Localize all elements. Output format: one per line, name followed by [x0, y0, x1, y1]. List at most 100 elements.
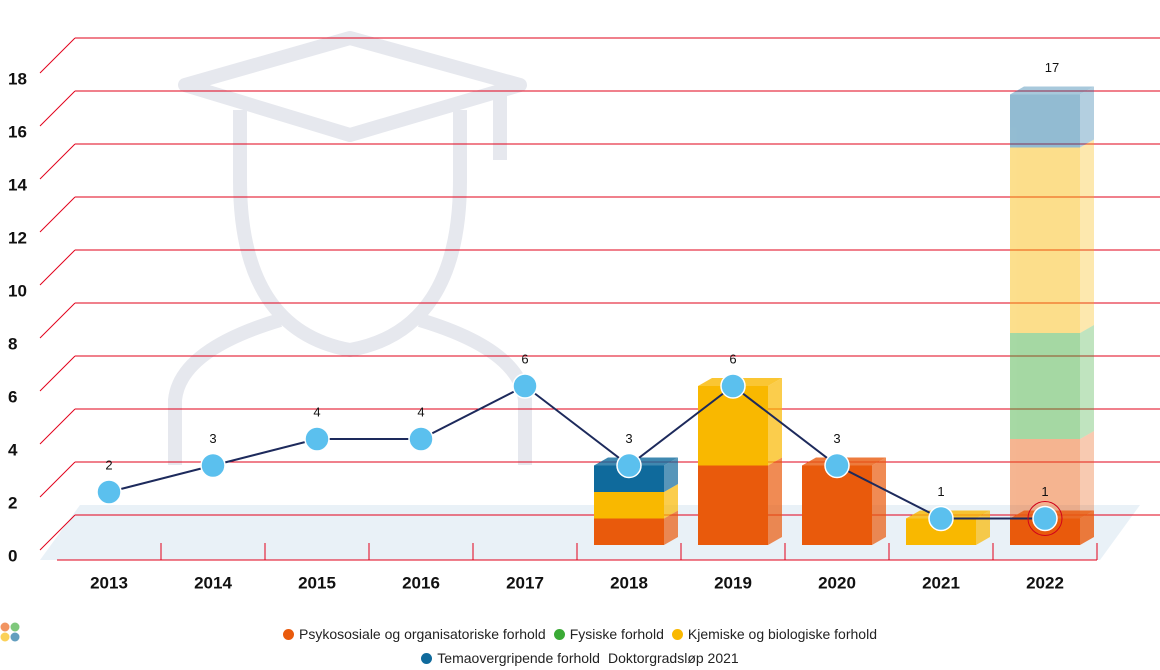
- value-label: 2: [105, 457, 112, 472]
- bar-side: [872, 457, 886, 545]
- bar: [594, 484, 678, 519]
- bar-side: [768, 457, 782, 545]
- total-label: 17: [1045, 60, 1059, 75]
- legend-item: Temaovergripende forhold: [421, 650, 600, 666]
- legend-icon-dot: [10, 622, 20, 632]
- y-tick-label: 12: [8, 228, 27, 247]
- legend-label: Psykososiale og organisatoriske forhold: [299, 626, 546, 642]
- value-label: 4: [417, 404, 424, 419]
- x-tick-label: 2015: [298, 573, 336, 592]
- grid-line-depth: [39, 461, 76, 498]
- highlight-ring: [1027, 501, 1063, 536]
- legend-row: Psykososiale og organisatoriske forhold F…: [0, 622, 1160, 646]
- bar-side: [768, 378, 782, 466]
- value-label: 4: [313, 404, 320, 419]
- bar: [698, 457, 782, 545]
- legend: Psykososiale og organisatoriske forhold F…: [0, 622, 1160, 670]
- legend-icon-dot: [10, 632, 20, 642]
- value-label: 1: [937, 484, 944, 499]
- value-label: 6: [729, 351, 736, 366]
- line-marker: [720, 373, 746, 399]
- y-tick-label: 6: [8, 387, 17, 406]
- line-marker: [408, 426, 434, 452]
- y-tick-label: 8: [8, 334, 17, 353]
- legend-swatch: [421, 652, 433, 664]
- x-tick-label: 2016: [402, 573, 440, 592]
- x-tick-label: 2020: [818, 573, 856, 592]
- y-tick-label: 2: [8, 493, 17, 512]
- bar-side: [664, 484, 678, 519]
- grid-line-depth: [39, 249, 76, 286]
- legend-swatch: [553, 628, 565, 640]
- legend-label: Kjemiske og biologiske forhold: [687, 626, 877, 642]
- grid-line-depth: [39, 302, 76, 339]
- legend-item: Psykososiale og organisatoriske forhold: [283, 626, 546, 642]
- x-tick-label: 2019: [714, 573, 752, 592]
- grid-line-depth: [39, 196, 76, 233]
- line-marker: [200, 452, 226, 479]
- shoulders-icon: [168, 313, 532, 465]
- legend-icon-dot: [0, 632, 10, 642]
- cap-icon: [178, 31, 527, 142]
- bar-front: [594, 518, 664, 545]
- x-tick-label: 2021: [922, 573, 960, 592]
- background-cap: [168, 31, 532, 465]
- y-tick-label: 16: [8, 122, 27, 141]
- legend-row: Temaovergripende forhold Doktorgradsløp 2…: [0, 622, 1160, 670]
- value-label: 6: [521, 351, 528, 366]
- value-label: 3: [209, 431, 216, 446]
- y-tick-label: 14: [8, 175, 27, 194]
- x-tick-label: 2017: [506, 573, 544, 592]
- legend-item: Doktorgradsløp 2021: [0, 622, 739, 666]
- grid-line-depth: [39, 355, 76, 392]
- legend-label: Doktorgradsløp 2021: [607, 650, 739, 666]
- bar: [698, 378, 782, 466]
- doktorgrad-segment: [1010, 139, 1094, 333]
- grid-line-depth: [39, 408, 76, 445]
- legend-item: Kjemiske og biologiske forhold: [671, 626, 877, 642]
- legend-icon: [0, 622, 20, 642]
- line-marker: [824, 452, 850, 479]
- grid-line-depth: [39, 143, 76, 180]
- x-tick-label: 2013: [90, 573, 128, 592]
- doktorgrad-segment-top: [1010, 86, 1094, 95]
- legend-label: Temaovergripende forhold: [437, 650, 600, 666]
- value-label: 3: [833, 431, 840, 446]
- doktorgrad-segment-front: [1010, 147, 1080, 333]
- doktorgrad-segment-front: [1010, 333, 1080, 439]
- grid-line-depth: [39, 90, 76, 127]
- y-tick-label: 10: [8, 281, 27, 300]
- x-tick-label: 2014: [194, 573, 232, 592]
- bar: [802, 457, 886, 545]
- doktorgrad-segment-front: [1010, 94, 1080, 148]
- doktorgrad-segment: [1010, 86, 1094, 148]
- doktorgrad-segment-side: [1080, 86, 1094, 148]
- head-icon: [233, 110, 467, 357]
- bar-front: [698, 386, 768, 466]
- legend-label: Fysiske forhold: [569, 626, 664, 642]
- x-tick-label: 2018: [610, 573, 648, 592]
- legend-swatch: [671, 628, 683, 640]
- line: [108, 384, 1045, 520]
- bar-front: [698, 465, 768, 545]
- legend-swatch: [283, 628, 295, 640]
- doktorgrad-segment-side: [1080, 139, 1094, 333]
- doktorgrad-segment-side: [1080, 325, 1094, 439]
- grid-line-depth: [39, 37, 76, 74]
- legend-icon-dot: [0, 622, 10, 632]
- x-tick-label: 2022: [1026, 573, 1064, 592]
- y-tick-label: 0: [8, 546, 17, 565]
- bar-side: [664, 457, 678, 492]
- bar-side: [1080, 510, 1094, 545]
- line-marker: [928, 505, 954, 532]
- bar: [594, 510, 678, 545]
- value-label: 3: [625, 431, 632, 446]
- value-label: 1: [1041, 484, 1048, 499]
- y-tick-label: 18: [8, 69, 27, 88]
- bar-side: [664, 510, 678, 545]
- line-marker: [512, 373, 538, 399]
- line-marker: [616, 452, 642, 479]
- y-tick-label: 4: [8, 440, 18, 459]
- line-marker: [1032, 505, 1058, 532]
